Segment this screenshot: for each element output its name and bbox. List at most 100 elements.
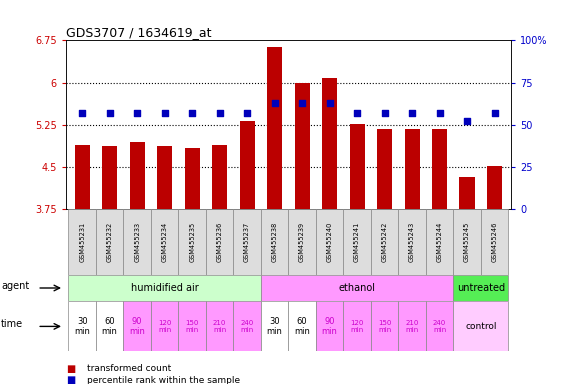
Bar [184,149,200,209]
Text: 150
min: 150 min [378,320,391,333]
Bar [481,209,508,275]
Text: 120
min: 120 min [158,320,171,333]
Text: control: control [465,322,497,331]
Text: GSM455244: GSM455244 [437,222,443,262]
Bar [206,301,234,351]
Bar [96,301,123,351]
Text: GSM455234: GSM455234 [162,222,168,262]
Text: GSM455241: GSM455241 [354,222,360,262]
Text: 120
min: 120 min [351,320,364,333]
Point [132,110,142,116]
Text: agent: agent [1,281,29,291]
Bar [453,301,508,351]
Text: GSM455240: GSM455240 [327,222,332,262]
Bar [69,275,261,301]
Bar [157,146,172,209]
Text: time: time [1,319,23,329]
Point [187,110,196,116]
Bar [288,209,316,275]
Bar [151,209,178,275]
Bar [234,301,261,351]
Bar [432,129,447,209]
Text: GSM455246: GSM455246 [492,222,497,262]
Text: 240
min: 240 min [240,320,254,333]
Text: ■: ■ [66,375,75,384]
Text: percentile rank within the sample: percentile rank within the sample [87,376,240,384]
Text: 240
min: 240 min [433,320,446,333]
Bar [453,209,481,275]
Point [78,110,87,116]
Text: GSM455239: GSM455239 [299,222,305,262]
Bar [295,83,309,209]
Text: 210
min: 210 min [405,320,419,333]
Bar [426,209,453,275]
Point [408,110,417,116]
Bar [377,129,392,209]
Bar [487,166,502,209]
Bar [261,301,288,351]
Text: GSM455237: GSM455237 [244,222,250,262]
Text: GSM455236: GSM455236 [216,222,223,262]
Text: GSM455231: GSM455231 [79,222,85,262]
Text: 30
min: 30 min [267,317,283,336]
Bar [322,78,337,209]
Text: GSM455232: GSM455232 [107,222,112,262]
Bar [343,209,371,275]
Bar [240,121,255,209]
Point [270,100,279,106]
Text: 60
min: 60 min [294,317,310,336]
Bar [178,209,206,275]
Bar [206,209,234,275]
Bar [75,144,90,209]
Text: 90
min: 90 min [321,317,337,336]
Bar [212,144,227,209]
Point [215,110,224,116]
Text: untreated: untreated [457,283,505,293]
Text: 30
min: 30 min [74,317,90,336]
Text: 210
min: 210 min [213,320,226,333]
Point [325,100,334,106]
Bar [399,209,426,275]
Bar [316,209,343,275]
Bar [96,209,123,275]
Bar [371,301,399,351]
Bar [261,275,453,301]
Text: GSM455238: GSM455238 [272,222,278,262]
Text: GDS3707 / 1634619_at: GDS3707 / 1634619_at [66,26,211,39]
Bar [371,209,399,275]
Bar [404,129,420,209]
Bar [69,209,96,275]
Bar [123,301,151,351]
Text: GSM455243: GSM455243 [409,222,415,262]
Text: GSM455242: GSM455242 [381,222,388,262]
Point [435,110,444,116]
Bar [261,209,288,275]
Bar [349,124,365,209]
Bar [343,301,371,351]
Point [463,118,472,124]
Point [352,110,361,116]
Point [297,100,307,106]
Bar [234,209,261,275]
Bar [399,301,426,351]
Bar [151,301,178,351]
Bar [178,301,206,351]
Text: GSM455245: GSM455245 [464,222,470,262]
Text: 60
min: 60 min [102,317,118,336]
Text: 150
min: 150 min [186,320,199,333]
Point [160,110,169,116]
Point [243,110,252,116]
Bar [288,301,316,351]
Bar [460,177,475,209]
Point [105,110,114,116]
Text: humidified air: humidified air [131,283,199,293]
Bar [69,301,96,351]
Text: GSM455235: GSM455235 [189,222,195,262]
Text: transformed count: transformed count [87,364,172,373]
Text: 90
min: 90 min [129,317,145,336]
Text: ethanol: ethanol [339,283,376,293]
Bar [130,142,144,209]
Bar [453,275,508,301]
Point [490,110,499,116]
Point [380,110,389,116]
